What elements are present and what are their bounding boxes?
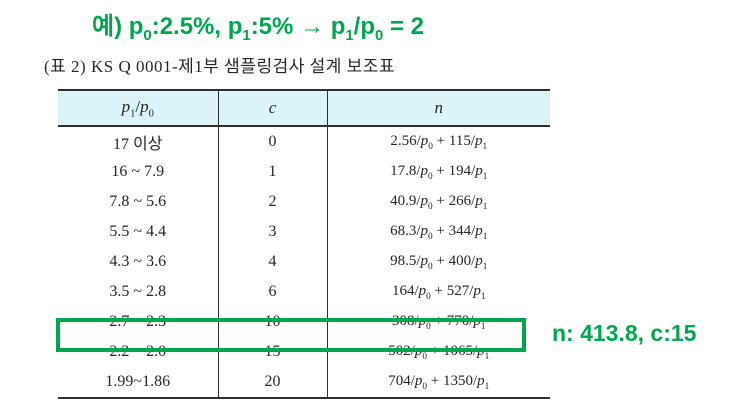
table-row-highlighted: 2.2 ~ 2.0 15 502/p0 + 1065/p1 [58,337,550,367]
cell-ratio: 1.99~1.86 [58,367,219,399]
example-annotation: 예) p0:2.5%, p1:5% → p1/p0 = 2 [92,13,424,44]
cell-c: 0 [218,126,328,157]
cell-n: 704/p0 + 1350/p1 [327,367,550,399]
table-row: 2.7 ~ 2.3 10 308/p0 + 770/p1 [58,307,550,337]
table-header-row: p1/p0 c n [58,89,550,127]
cell-n: 98.5/p0 + 400/p1 [390,252,488,272]
cell-n: 308/p0 + 770/p1 [391,312,486,332]
cell-n: 40.9/p0 + 266/p1 [390,192,488,212]
cell-ratio: 3.5 ~ 2.8 [58,277,219,307]
cell-ratio: 2.2 ~ 2.0 [58,337,219,367]
table-row: 4.3 ~ 3.6 4 98.5/p0 + 400/p1 [58,247,550,277]
sampling-design-table: p1/p0 c n 17 이상 0 2.56/p0 + 115/p1 16 ~ … [58,89,550,399]
cell-ratio: 4.3 ~ 3.6 [58,247,219,277]
cell-n: 502/p0 + 1065/p1 [388,342,490,362]
cell-n: 164/p0 + 527/p1 [391,282,486,302]
cell-ratio: 7.8 ~ 5.6 [58,187,219,217]
table-row: 3.5 ~ 2.8 6 164/p0 + 527/p1 [58,277,550,307]
cell-c: 20 [218,367,328,399]
cell-c: 15 [218,337,328,367]
cell-c: 3 [218,217,328,247]
table-row: 5.5 ~ 4.4 3 68.3/p0 + 344/p1 [58,217,550,247]
table-row: 7.8 ~ 5.6 2 40.9/p0 + 266/p1 [58,187,550,217]
col-header-n: n [327,89,550,127]
table-title: (표 2) KS Q 0001-제1부 샘플링검사 설계 보조표 [44,57,396,76]
cell-ratio: 17 이상 [58,126,219,157]
cell-n: 2.56/p0 + 115/p1 [390,132,488,152]
table-row: 17 이상 0 2.56/p0 + 115/p1 [58,126,550,157]
result-annotation: n: 413.8, c:15 [552,320,697,346]
cell-c: 10 [218,307,328,337]
col-header-c: c [218,89,328,127]
cell-ratio: 5.5 ~ 4.4 [58,217,219,247]
cell-ratio: 2.7 ~ 2.3 [58,307,219,337]
cell-c: 2 [218,187,328,217]
table-row: 16 ~ 7.9 1 17.8/p0 + 194/p1 [58,157,550,187]
cell-n: 68.3/p0 + 344/p1 [390,222,488,242]
cell-c: 1 [218,157,328,187]
col-header-ratio: p1/p0 [58,89,219,127]
cell-n: 17.8/p0 + 194/p1 [390,162,488,182]
cell-ratio: 16 ~ 7.9 [58,157,219,187]
cell-c: 6 [218,277,328,307]
table-row: 1.99~1.86 20 704/p0 + 1350/p1 [58,367,550,399]
cell-c: 4 [218,247,328,277]
